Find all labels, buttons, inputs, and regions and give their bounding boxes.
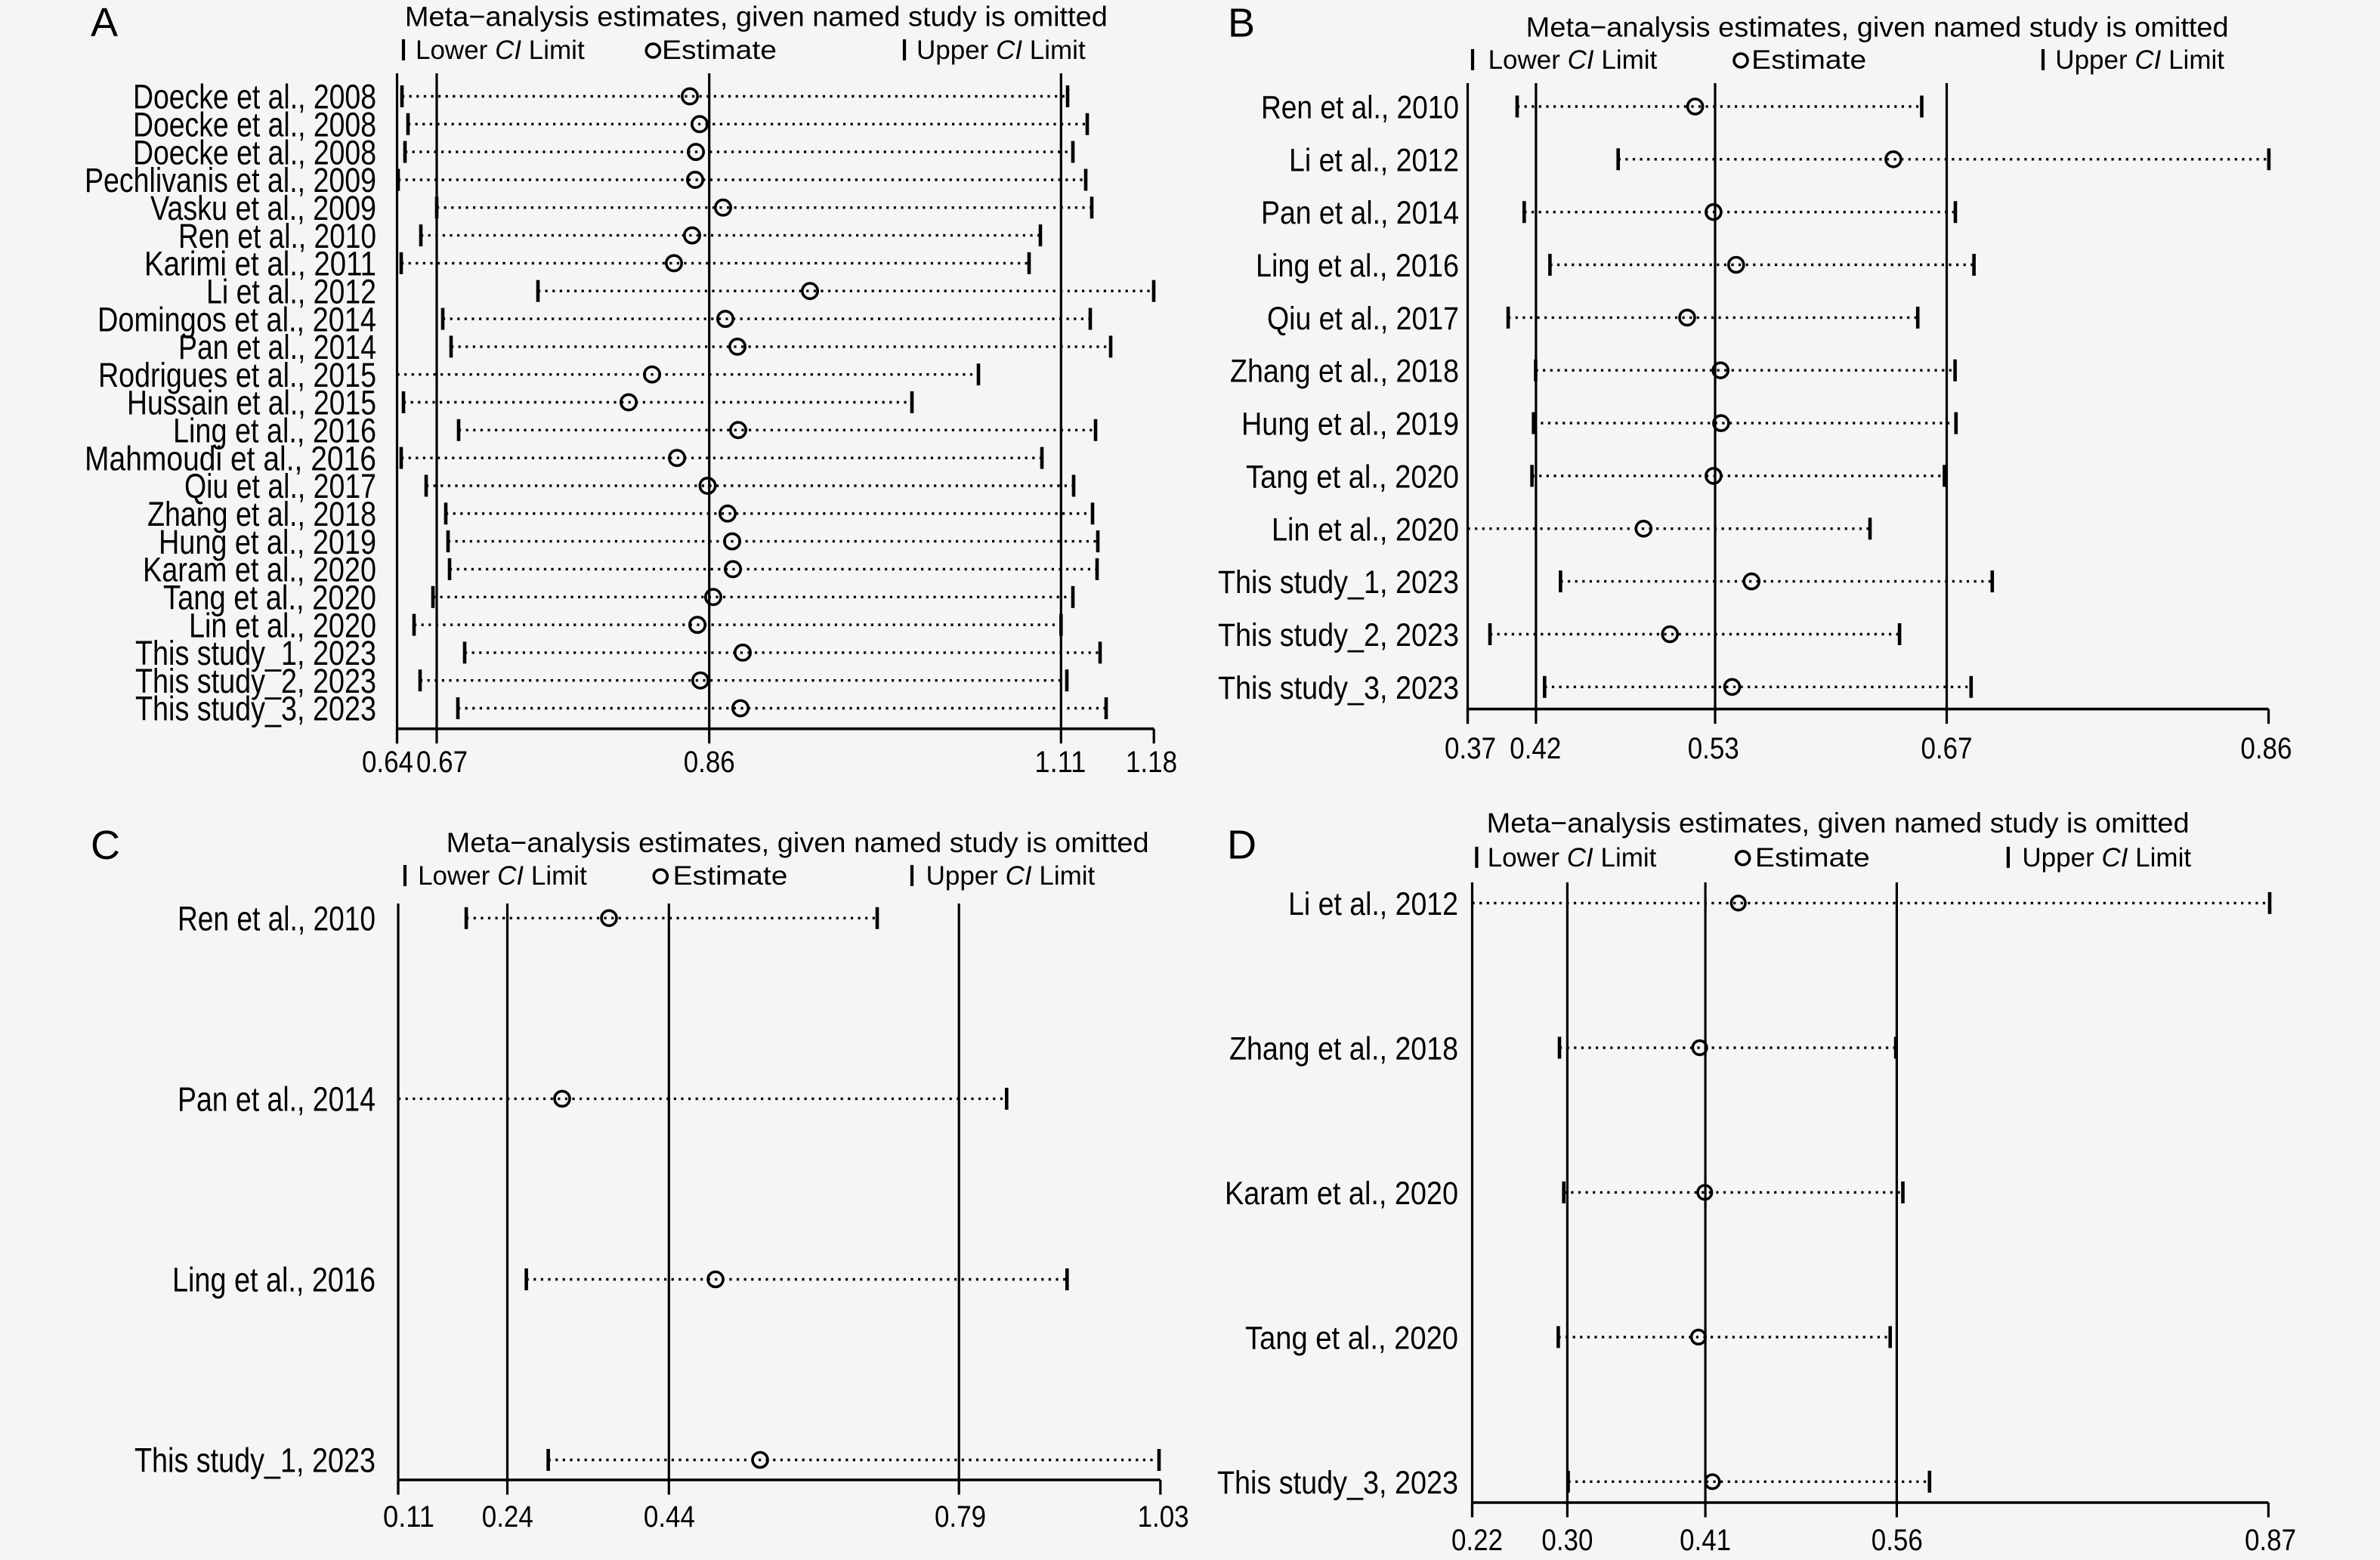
svg-text:Lower CI Limit: Lower CI Limit [1488,45,1658,75]
svg-text:Pan et al., 2014: Pan et al., 2014 [178,1080,376,1119]
svg-text:Lin et al., 2020: Lin et al., 2020 [1272,511,1459,548]
svg-text:Estimate: Estimate [673,861,788,891]
svg-text:This study_1, 2023: This study_1, 2023 [134,1441,376,1480]
svg-text:Meta−analysis estimates, given: Meta−analysis estimates, given named stu… [1526,11,2229,43]
svg-text:Doecke et al., 2008: Doecke et al., 2008 [133,106,376,144]
svg-text:Upper CI Limit: Upper CI Limit [916,36,1086,65]
svg-text:0.67: 0.67 [1921,732,1973,765]
svg-text:1.03: 1.03 [1138,1500,1189,1534]
svg-text:Upper CI Limit: Upper CI Limit [926,861,1096,891]
svg-text:0.30: 0.30 [1541,1524,1593,1557]
svg-text:Pechlivanis et al., 2009: Pechlivanis et al., 2009 [85,161,376,199]
svg-text:Upper CI Limit: Upper CI Limit [2055,45,2224,75]
svg-text:Doecke et al., 2008: Doecke et al., 2008 [133,133,376,171]
svg-text:Hung et al., 2019: Hung et al., 2019 [159,523,376,561]
svg-text:1.11: 1.11 [1034,746,1086,779]
svg-text:Meta−analysis estimates, given: Meta−analysis estimates, given named stu… [1487,807,2190,839]
svg-text:This study_3, 2023: This study_3, 2023 [135,690,376,728]
svg-text:This study_2, 2023: This study_2, 2023 [1218,617,1459,653]
svg-text:This study_2, 2023: This study_2, 2023 [135,662,376,700]
svg-text:0.86: 0.86 [2240,732,2292,765]
svg-text:Li et al., 2012: Li et al., 2012 [206,272,376,310]
svg-text:0.67: 0.67 [416,746,468,779]
svg-text:0.42: 0.42 [1510,732,1561,765]
svg-text:Tang et al., 2020: Tang et al., 2020 [163,579,376,617]
svg-text:Hung et al., 2019: Hung et al., 2019 [1241,406,1459,443]
svg-text:Meta−analysis estimates, given: Meta−analysis estimates, given named stu… [405,1,1108,32]
svg-text:0.11: 0.11 [383,1500,434,1534]
svg-text:This study_1, 2023: This study_1, 2023 [1218,564,1459,601]
svg-text:Vasku et al., 2009: Vasku et al., 2009 [150,189,376,227]
svg-text:C: C [91,823,120,868]
svg-text:Doecke et al., 2008: Doecke et al., 2008 [133,78,376,116]
svg-text:Estimate: Estimate [1755,843,1870,873]
svg-text:A: A [91,0,118,45]
svg-text:Ling et al., 2016: Ling et al., 2016 [173,412,376,450]
svg-text:Zhang et al., 2018: Zhang et al., 2018 [147,495,376,533]
svg-text:Ling et al., 2016: Ling et al., 2016 [172,1261,376,1299]
svg-text:Tang et al., 2020: Tang et al., 2020 [1246,459,1459,495]
svg-text:0.37: 0.37 [1445,732,1496,765]
svg-text:0.87: 0.87 [2245,1524,2296,1557]
svg-text:This study_1, 2023: This study_1, 2023 [135,634,376,672]
svg-text:Estimate: Estimate [662,36,777,65]
svg-text:0.64: 0.64 [362,746,413,779]
svg-text:0.44: 0.44 [644,1500,695,1534]
svg-text:Meta−analysis estimates, given: Meta−analysis estimates, given named stu… [447,826,1149,858]
svg-text:0.41: 0.41 [1680,1524,1731,1557]
svg-text:Hussain et al., 2015: Hussain et al., 2015 [127,384,376,422]
svg-text:Karam et al., 2020: Karam et al., 2020 [143,551,376,589]
svg-text:Zhang et al., 2018: Zhang et al., 2018 [1230,354,1459,390]
svg-text:D: D [1227,822,1256,867]
svg-text:Lower CI Limit: Lower CI Limit [416,36,585,65]
svg-text:Karam et al., 2020: Karam et al., 2020 [1225,1175,1458,1212]
svg-text:Lower CI Limit: Lower CI Limit [1488,843,1657,873]
svg-text:Qiu et al., 2017: Qiu et al., 2017 [1267,301,1459,337]
svg-text:0.53: 0.53 [1688,732,1739,765]
svg-text:Zhang et al., 2018: Zhang et al., 2018 [1229,1030,1458,1067]
svg-text:Karimi et al., 2011: Karimi et al., 2011 [144,245,376,283]
svg-text:Tang et al., 2020: Tang et al., 2020 [1245,1320,1458,1356]
svg-text:Ren et al., 2010: Ren et al., 2010 [178,900,376,938]
svg-text:0.22: 0.22 [1451,1524,1503,1557]
svg-text:Upper CI Limit: Upper CI Limit [2022,843,2191,873]
svg-text:0.86: 0.86 [684,746,735,779]
svg-text:B: B [1228,1,1255,46]
svg-text:0.56: 0.56 [1872,1524,1923,1557]
svg-text:Li et al., 2012: Li et al., 2012 [1289,142,1459,178]
svg-text:1.18: 1.18 [1126,746,1177,779]
svg-text:Qiu et al., 2017: Qiu et al., 2017 [184,467,376,505]
svg-text:This study_3, 2023: This study_3, 2023 [1217,1465,1458,1501]
svg-text:Rodrigues et al., 2015: Rodrigues et al., 2015 [98,356,376,394]
svg-text:0.79: 0.79 [935,1500,986,1534]
svg-text:Pan et al., 2014: Pan et al., 2014 [178,328,376,366]
svg-text:Ren et al., 2010: Ren et al., 2010 [1261,89,1459,125]
svg-text:Mahmoudi et al., 2016: Mahmoudi et al., 2016 [85,439,376,477]
svg-text:Lin et al., 2020: Lin et al., 2020 [189,606,376,644]
svg-text:Pan et al., 2014: Pan et al., 2014 [1261,195,1459,231]
svg-text:Lower CI Limit: Lower CI Limit [418,861,587,891]
svg-text:Ling et al., 2016: Ling et al., 2016 [1256,248,1459,284]
svg-text:This study_3, 2023: This study_3, 2023 [1218,670,1459,706]
svg-text:0.24: 0.24 [482,1500,533,1534]
svg-text:Domingos et al., 2014: Domingos et al., 2014 [97,300,376,338]
svg-text:Li et al., 2012: Li et al., 2012 [1288,886,1458,922]
svg-text:Estimate: Estimate [1751,45,1866,75]
svg-text:Ren et al., 2010: Ren et al., 2010 [178,217,376,255]
